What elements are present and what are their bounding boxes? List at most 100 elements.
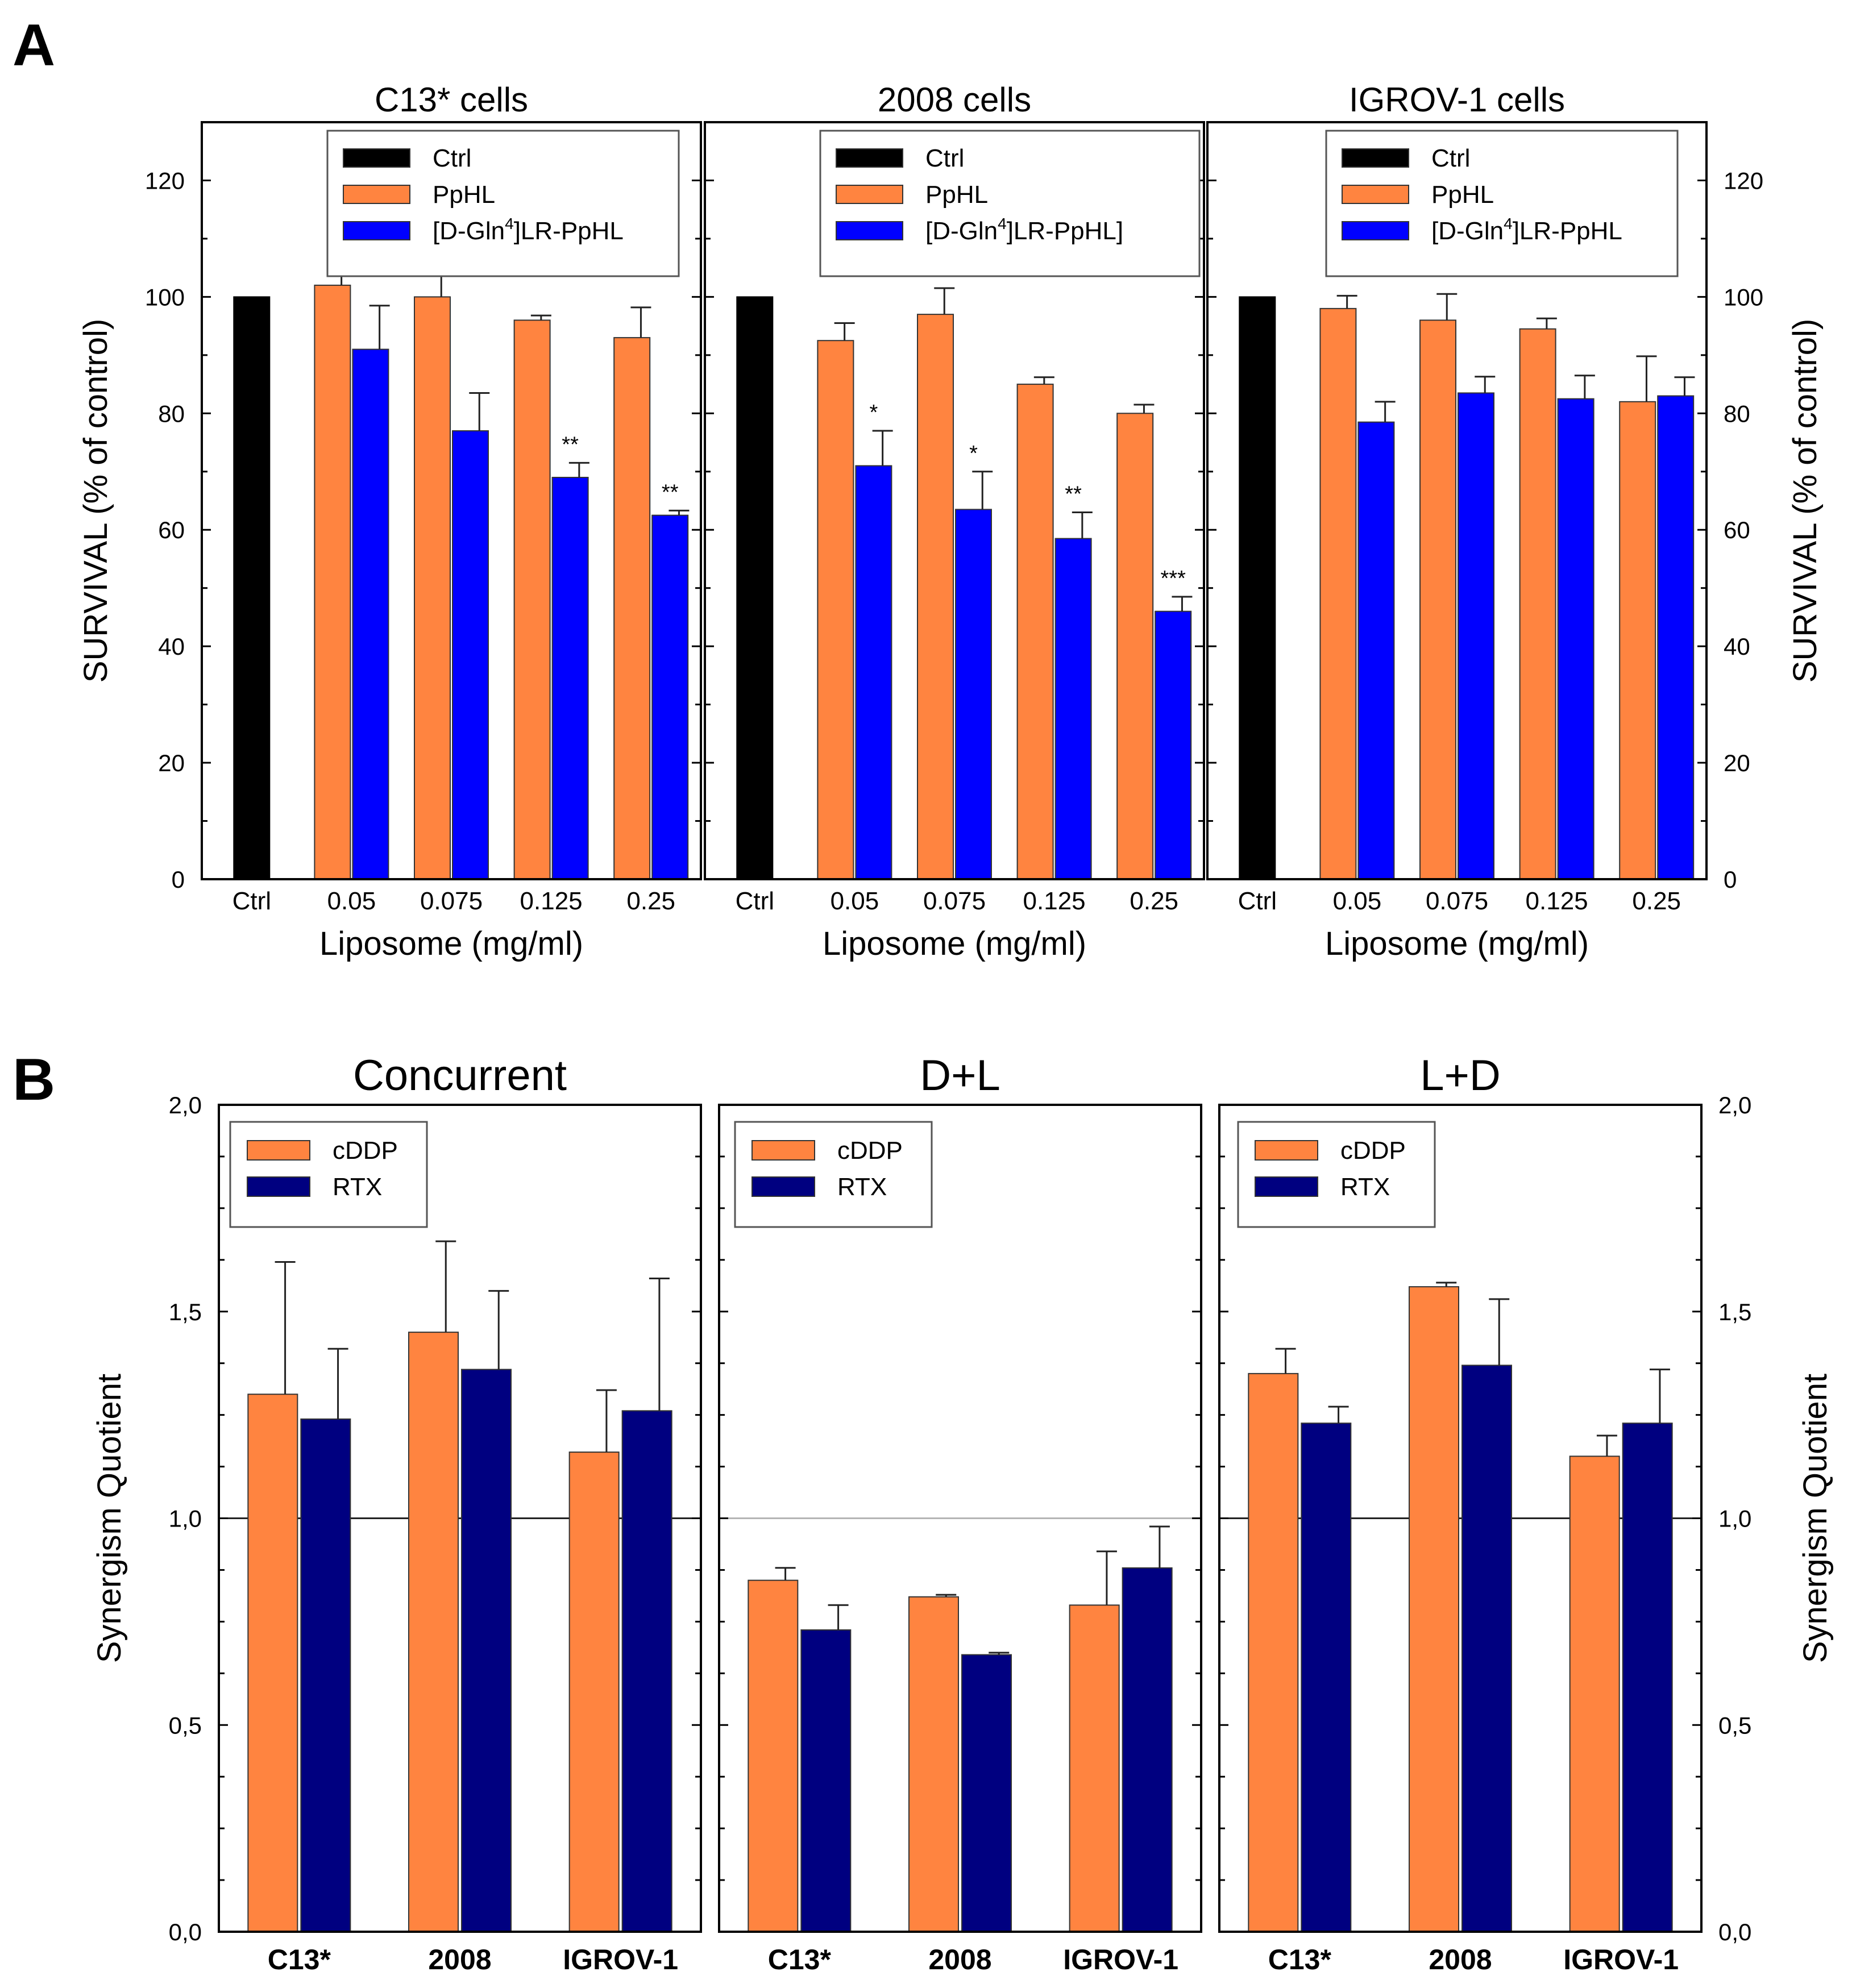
bar-pphl	[314, 284, 351, 880]
chart-title: IGROV-1 cells	[1349, 81, 1565, 119]
y-tick-label: 60	[1724, 517, 1750, 543]
bar-pphl	[1419, 319, 1456, 880]
chart-5: D+L C13* 2008 IGROV-1 cDDP RTX	[718, 1051, 1202, 1975]
plot-frame	[704, 121, 1205, 880]
x-tick-label: 0.05	[831, 887, 879, 915]
y-tick-label: 2,0	[169, 1092, 202, 1118]
legend-label: RTX	[333, 1173, 382, 1201]
legend-label-main: PpHL	[1431, 181, 1494, 209]
y-tick-label: 0	[172, 866, 185, 893]
x-tick-label: C13*	[768, 1944, 832, 1975]
legend-label-tail: ]LR-PpHL]	[1007, 217, 1123, 245]
bar-rtx	[621, 1410, 672, 1933]
y-tick-label: 1,0	[169, 1505, 202, 1532]
legend: cDDP RTX	[1237, 1121, 1436, 1228]
legend-swatch	[1342, 221, 1409, 240]
y-axis-label: Synergism Quotient	[91, 1374, 128, 1663]
y-tick-label: 1,0	[1718, 1505, 1751, 1532]
chart-title: Concurrent	[353, 1051, 567, 1100]
legend-label-main: cDDP	[333, 1137, 398, 1164]
bar-dgln	[1557, 398, 1595, 880]
chart-4: Concurrent 0,0 0,5 1,0 1,5 2,0 Synergism Quoti…	[91, 1051, 702, 1975]
bar-pphl	[1016, 384, 1054, 880]
y-tick-label: 120	[1724, 167, 1763, 194]
bar-cddp	[1248, 1373, 1299, 1932]
legend-swatch	[836, 185, 903, 204]
y-tick-label: 80	[1724, 400, 1750, 427]
y-tick-label: 100	[1724, 284, 1763, 310]
x-axis-label: Liposome (mg/ml)	[319, 925, 583, 962]
bar-rtx	[1301, 1423, 1352, 1933]
legend-label-main: RTX	[837, 1173, 887, 1201]
bar-cddp	[568, 1452, 620, 1933]
y-tick-label: 2,0	[1718, 1092, 1751, 1118]
legend-swatch	[836, 148, 903, 168]
y-tick-label: 20	[158, 750, 185, 776]
legend-label: PpHL	[1431, 181, 1494, 209]
bar-rtx	[961, 1654, 1012, 1932]
significance-mark: *	[969, 442, 978, 465]
legend-label-main: Ctrl	[433, 144, 471, 172]
bar-ctrl	[736, 296, 774, 880]
legend-swatch	[1342, 148, 1409, 168]
bar-pphl	[1619, 401, 1656, 880]
x-tick-label: IGROV-1	[1063, 1944, 1178, 1975]
bar-dgln	[855, 465, 892, 880]
legend-box	[229, 1121, 428, 1228]
y-tick-label: 120	[145, 167, 185, 194]
bar-rtx	[1122, 1567, 1173, 1933]
bar-pphl	[817, 340, 854, 880]
legend-label: Ctrl	[1431, 144, 1470, 172]
x-tick-label: 0.075	[420, 887, 483, 915]
y-tick-label: 40	[1724, 633, 1750, 660]
x-tick-label: 0.25	[1632, 887, 1681, 915]
chart-3: IGROV-1 cells 0 20 40 60 80 100 120 SURVIVAL (% …	[1206, 81, 1824, 962]
legend-swatch	[343, 185, 410, 204]
y-axis-label: Synergism Quotient	[1797, 1374, 1834, 1663]
bar-cddp	[1409, 1286, 1459, 1933]
chart-title: L+D	[1420, 1051, 1501, 1100]
bar-pphl	[1319, 307, 1357, 880]
x-tick-label: Ctrl	[1238, 887, 1277, 915]
x-tick-label: IGROV-1	[563, 1944, 678, 1975]
chart-6: L+D 0,0 0,5 1,0 1,5 2,0 Synergism Quotient C13*…	[1218, 1051, 1834, 1975]
plot-frame	[1206, 121, 1708, 880]
legend-label: RTX	[1340, 1173, 1390, 1201]
significance-mark: **	[562, 432, 579, 456]
legend: cDDP RTX	[229, 1121, 428, 1228]
legend-label: cDDP	[1340, 1137, 1406, 1164]
legend-label-main: cDDP	[1340, 1137, 1406, 1164]
legend-swatch	[343, 148, 410, 168]
bar-rtx	[461, 1369, 512, 1933]
y-tick-label: 0,5	[1718, 1712, 1751, 1739]
chart-1: C13* cells 0 20 40 60 80 100 120 SURVIVAL (% of …	[77, 81, 702, 962]
bar-dgln	[452, 430, 489, 880]
y-tick-label: 60	[158, 517, 185, 543]
legend-label-main: PpHL	[433, 181, 495, 209]
bar-cddp	[247, 1394, 298, 1932]
legend-label: [D-Gln4]LR-PpHL	[1431, 215, 1622, 245]
x-tick-label: 2008	[928, 1944, 991, 1975]
bar-pphl	[1116, 413, 1154, 880]
bar-dgln	[1657, 395, 1695, 880]
bar-dgln	[1155, 610, 1192, 880]
x-tick-label: 0.075	[1426, 887, 1488, 915]
legend-label: Ctrl	[925, 144, 964, 172]
legend-label: [D-Gln4]LR-PpHL]	[925, 215, 1123, 245]
legend-swatch	[1255, 1140, 1318, 1161]
legend-swatch	[247, 1140, 310, 1161]
y-tick-label: 1,5	[169, 1299, 202, 1325]
bar-dgln	[1458, 392, 1494, 880]
y-tick-label: 1,5	[1718, 1299, 1751, 1325]
legend-swatch	[247, 1176, 310, 1197]
legend-swatch	[836, 221, 903, 240]
bar-rtx	[1622, 1423, 1673, 1933]
legend-swatch	[751, 1140, 815, 1161]
legend-label-sup: 4	[998, 215, 1007, 232]
bar-rtx	[1461, 1365, 1512, 1932]
x-axis-label: Liposome (mg/ml)	[823, 925, 1086, 962]
chart-title: C13* cells	[375, 81, 528, 119]
legend-swatch	[751, 1176, 815, 1197]
chart-title: D+L	[920, 1051, 1000, 1100]
